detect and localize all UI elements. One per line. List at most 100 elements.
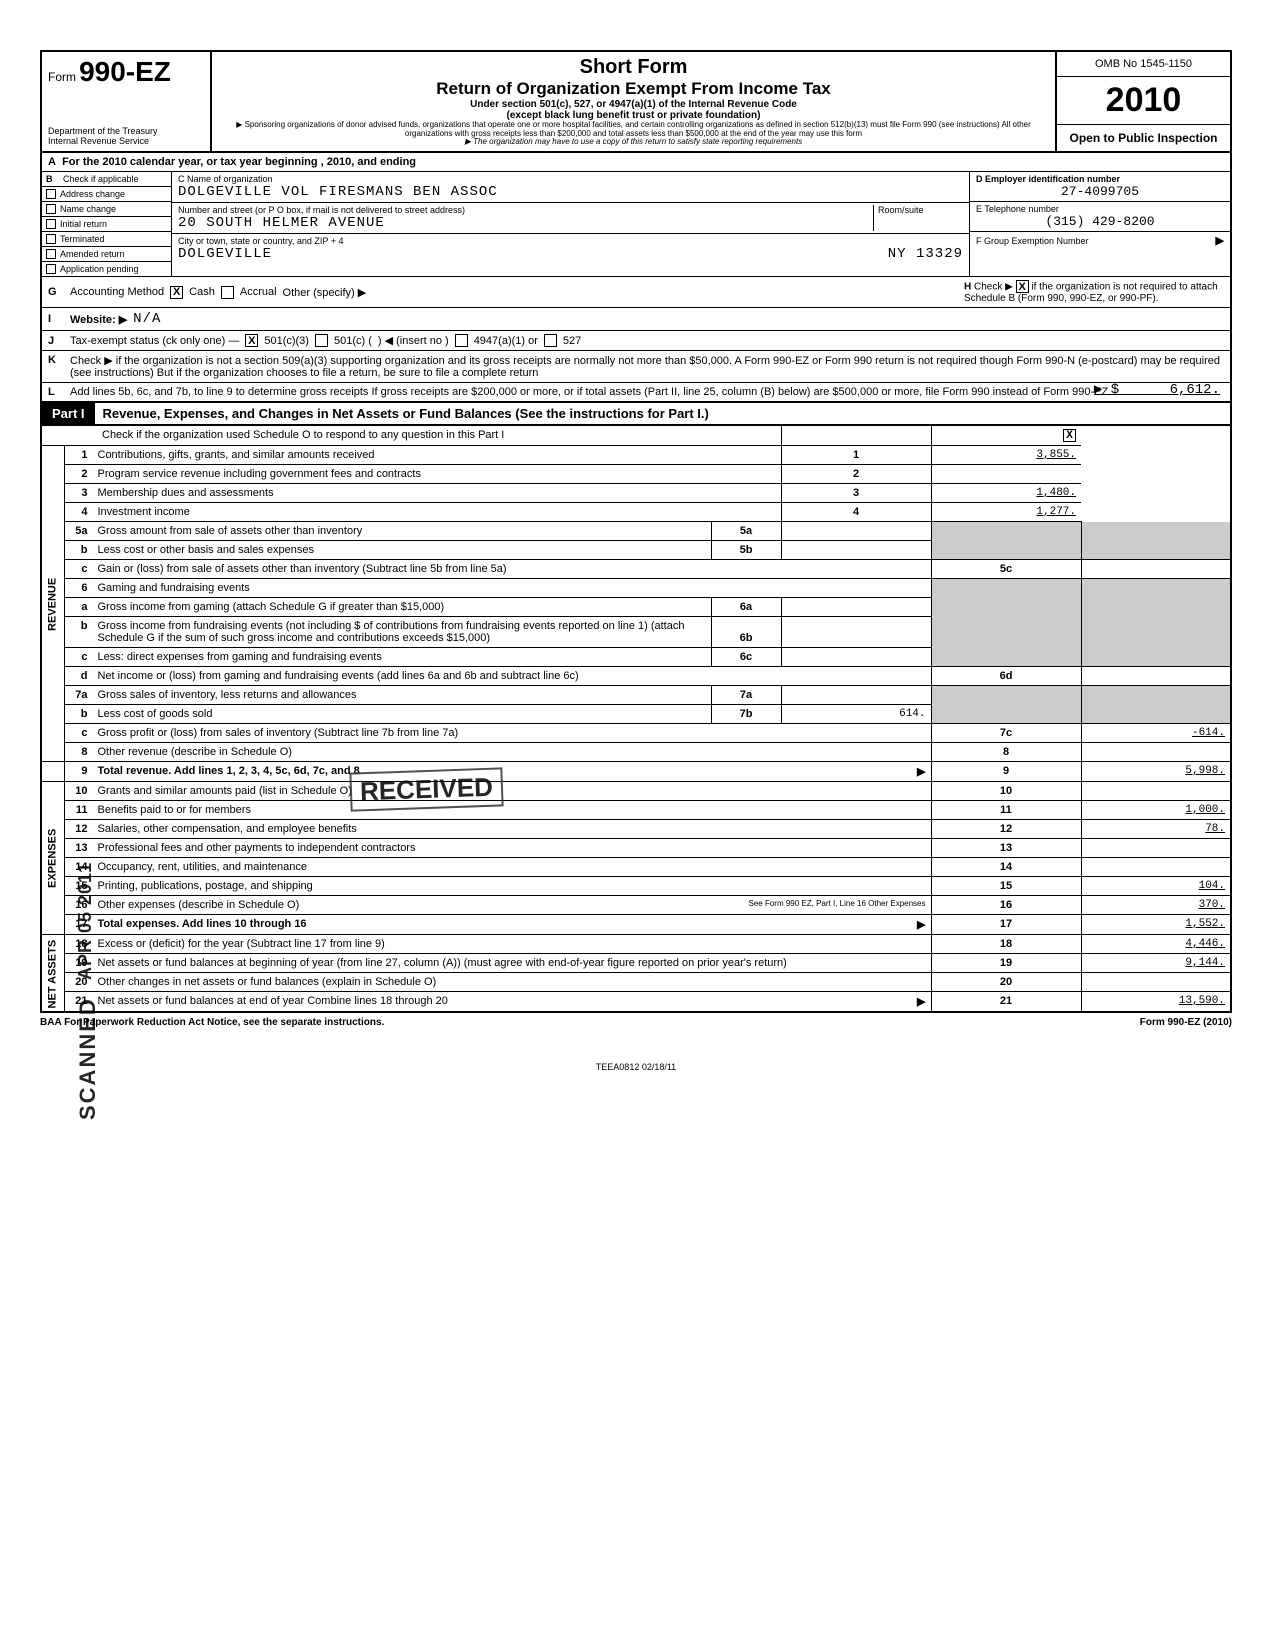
k-text: Check ▶ if the organization is not a sec… xyxy=(70,355,1220,379)
l-amount: 6,612. xyxy=(1170,382,1220,398)
org-name: DOLGEVILLE VOL FIRESMANS BEN ASSOC xyxy=(178,184,963,200)
col-c-org: C Name of organization DOLGEVILLE VOL FI… xyxy=(172,172,970,276)
d-label: D Employer identification number xyxy=(976,174,1224,184)
col-b-checks: B Check if applicable Address change Nam… xyxy=(42,172,172,276)
line-13: 13 Professional fees and other payments … xyxy=(41,839,1231,858)
c-city-label: City or town, state or country, and ZIP … xyxy=(178,236,963,246)
line-16: 16 Other expenses (describe in Schedule … xyxy=(41,896,1231,915)
line-11: 11 Benefits paid to or for members 11 1,… xyxy=(41,801,1231,820)
line-18: NET ASSETS 18 Excess or (deficit) for th… xyxy=(41,935,1231,954)
org-state-zip: NY 13329 xyxy=(888,246,963,262)
e-phone-row: E Telephone number (315) 429-8200 xyxy=(970,202,1230,232)
row-g-accounting: G Accounting Method XCash Accrual Other … xyxy=(40,277,1232,308)
row-h: H Check ▶ X if the organization is not r… xyxy=(964,280,1224,304)
row-i-website: I Website: ▶ N/A xyxy=(40,308,1232,331)
j-501c-open: 501(c) ( xyxy=(334,335,372,347)
sponsoring-note: ▶ Sponsoring organizations of donor advi… xyxy=(222,121,1045,139)
line-15: 15 Printing, publications, postage, and … xyxy=(41,877,1231,896)
dept-treasury: Department of the Treasury Internal Reve… xyxy=(48,127,204,147)
line-3: 3 Membership dues and assessments 3 1,48… xyxy=(41,484,1231,503)
check-schedule-o[interactable]: X xyxy=(1063,429,1076,442)
g-cash: Cash xyxy=(189,286,215,298)
row-l: L Add lines 5b, 6c, and 7b, to line 9 to… xyxy=(40,383,1232,402)
title-return: Return of Organization Exempt From Incom… xyxy=(222,79,1045,99)
l-text: Add lines 5b, 6c, and 7b, to line 9 to d… xyxy=(70,386,1108,398)
line-14: 14 Occupancy, rent, utilities, and maint… xyxy=(41,858,1231,877)
check-501c3[interactable]: X xyxy=(245,334,258,347)
part1-label: Part I xyxy=(42,403,95,424)
dept-line2: Internal Revenue Service xyxy=(48,137,204,147)
c-name-row: C Name of organization DOLGEVILLE VOL FI… xyxy=(172,172,969,203)
part1-header: Part I Revenue, Expenses, and Changes in… xyxy=(40,402,1232,426)
line-7c: c Gross profit or (loss) from sales of i… xyxy=(41,724,1231,743)
c-name-label: C Name of organization xyxy=(178,174,963,184)
check-o-row: Check if the organization used Schedule … xyxy=(41,426,1231,446)
line-6d: d Net income or (loss) from gaming and f… xyxy=(41,667,1231,686)
g-label: Accounting Method xyxy=(70,286,164,298)
line-7a: 7a Gross sales of inventory, less return… xyxy=(41,686,1231,705)
side-net-assets: NET ASSETS xyxy=(41,935,65,1013)
check-o-text: Check if the organization used Schedule … xyxy=(102,429,504,441)
phone-value: (315) 429-8200 xyxy=(976,214,1224,229)
g-accrual: Accrual xyxy=(240,286,277,298)
form-prefix: Form xyxy=(48,70,76,84)
form-container: Form 990-EZ Department of the Treasury I… xyxy=(40,50,1232,1072)
c-room-label: Room/suite xyxy=(878,205,963,215)
title-short-form: Short Form xyxy=(222,56,1045,79)
row-a-text: For the 2010 calendar year, or tax year … xyxy=(62,156,416,168)
line-16-note: See Form 990 EZ, Part I, Line 16 Other E… xyxy=(749,899,926,908)
j-label: Tax-exempt status (ck only one) — xyxy=(70,335,239,347)
footer: BAA For Paperwork Reduction Act Notice, … xyxy=(40,1013,1232,1032)
tax-year: 2010 xyxy=(1057,77,1230,125)
check-501c[interactable] xyxy=(315,334,328,347)
check-name-change[interactable]: Name change xyxy=(42,202,171,217)
j-527: 527 xyxy=(563,335,581,347)
row-a-calendar-year: A For the 2010 calendar year, or tax yea… xyxy=(40,153,1232,172)
section-bcdef: B Check if applicable Address change Nam… xyxy=(40,172,1232,277)
form-number: 990-EZ xyxy=(79,56,171,87)
g-other: Other (specify) ▶ xyxy=(283,286,367,299)
check-4947[interactable] xyxy=(455,334,468,347)
check-cash[interactable]: X xyxy=(170,286,183,299)
f-label: F Group Exemption Number xyxy=(976,236,1089,246)
reporting-note: ▶ The organization may have to use a cop… xyxy=(222,138,1045,147)
col-def: D Employer identification number 27-4099… xyxy=(970,172,1230,276)
line-5c: c Gain or (loss) from sale of assets oth… xyxy=(41,560,1231,579)
org-city: DOLGEVILLE xyxy=(178,246,272,262)
l-arrow: ▶ $ xyxy=(1094,382,1119,398)
header-left: Form 990-EZ Department of the Treasury I… xyxy=(42,52,212,151)
subtitle-section: Under section 501(c), 527, or 4947(a)(1)… xyxy=(222,99,1045,110)
f-arrow: ▶ xyxy=(1216,234,1224,247)
i-label: Website: ▶ xyxy=(70,313,127,326)
check-schedule-b[interactable]: X xyxy=(1016,280,1029,293)
line-19: 19 Net assets or fund balances at beginn… xyxy=(41,954,1231,973)
header-center: Short Form Return of Organization Exempt… xyxy=(212,52,1055,151)
open-to-public: Open to Public Inspection xyxy=(1057,125,1230,151)
header-right: OMB No 1545-1150 2010 Open to Public Ins… xyxy=(1055,52,1230,151)
check-accrual[interactable] xyxy=(221,286,234,299)
line-6: 6 Gaming and fundraising events xyxy=(41,579,1231,598)
side-expenses: EXPENSES xyxy=(41,782,65,935)
line-1: REVENUE 1 Contributions, gifts, grants, … xyxy=(41,446,1231,465)
row-k: K Check ▶ if the organization is not a s… xyxy=(40,351,1232,383)
part1-title: Revenue, Expenses, and Changes in Net As… xyxy=(95,403,1230,424)
j-4947: 4947(a)(1) or xyxy=(474,335,538,347)
check-address-change[interactable]: Address change xyxy=(42,187,171,202)
side-revenue: REVENUE xyxy=(41,446,65,762)
website-value: N/A xyxy=(133,311,161,327)
check-terminated[interactable]: Terminated xyxy=(42,232,171,247)
col-b-header: B Check if applicable xyxy=(42,172,171,187)
check-amended-return[interactable]: Amended return xyxy=(42,247,171,262)
check-application-pending[interactable]: Application pending xyxy=(42,262,171,276)
check-527[interactable] xyxy=(544,334,557,347)
c-street-label: Number and street (or P O box, if mail i… xyxy=(178,205,873,215)
c-city-row: City or town, state or country, and ZIP … xyxy=(172,234,969,264)
row-j-tax-status: J Tax-exempt status (ck only one) — X501… xyxy=(40,331,1232,351)
line-12: 12 Salaries, other compensation, and emp… xyxy=(41,820,1231,839)
line-2: 2 Program service revenue including gove… xyxy=(41,465,1231,484)
f-group-row: F Group Exemption Number ▶ xyxy=(970,232,1230,249)
check-initial-return[interactable]: Initial return xyxy=(42,217,171,232)
footer-left: BAA For Paperwork Reduction Act Notice, … xyxy=(40,1017,384,1028)
line-9: 9 Total revenue. Add lines 1, 2, 3, 4, 5… xyxy=(41,762,1231,782)
footer-right: Form 990-EZ (2010) xyxy=(1140,1017,1232,1028)
